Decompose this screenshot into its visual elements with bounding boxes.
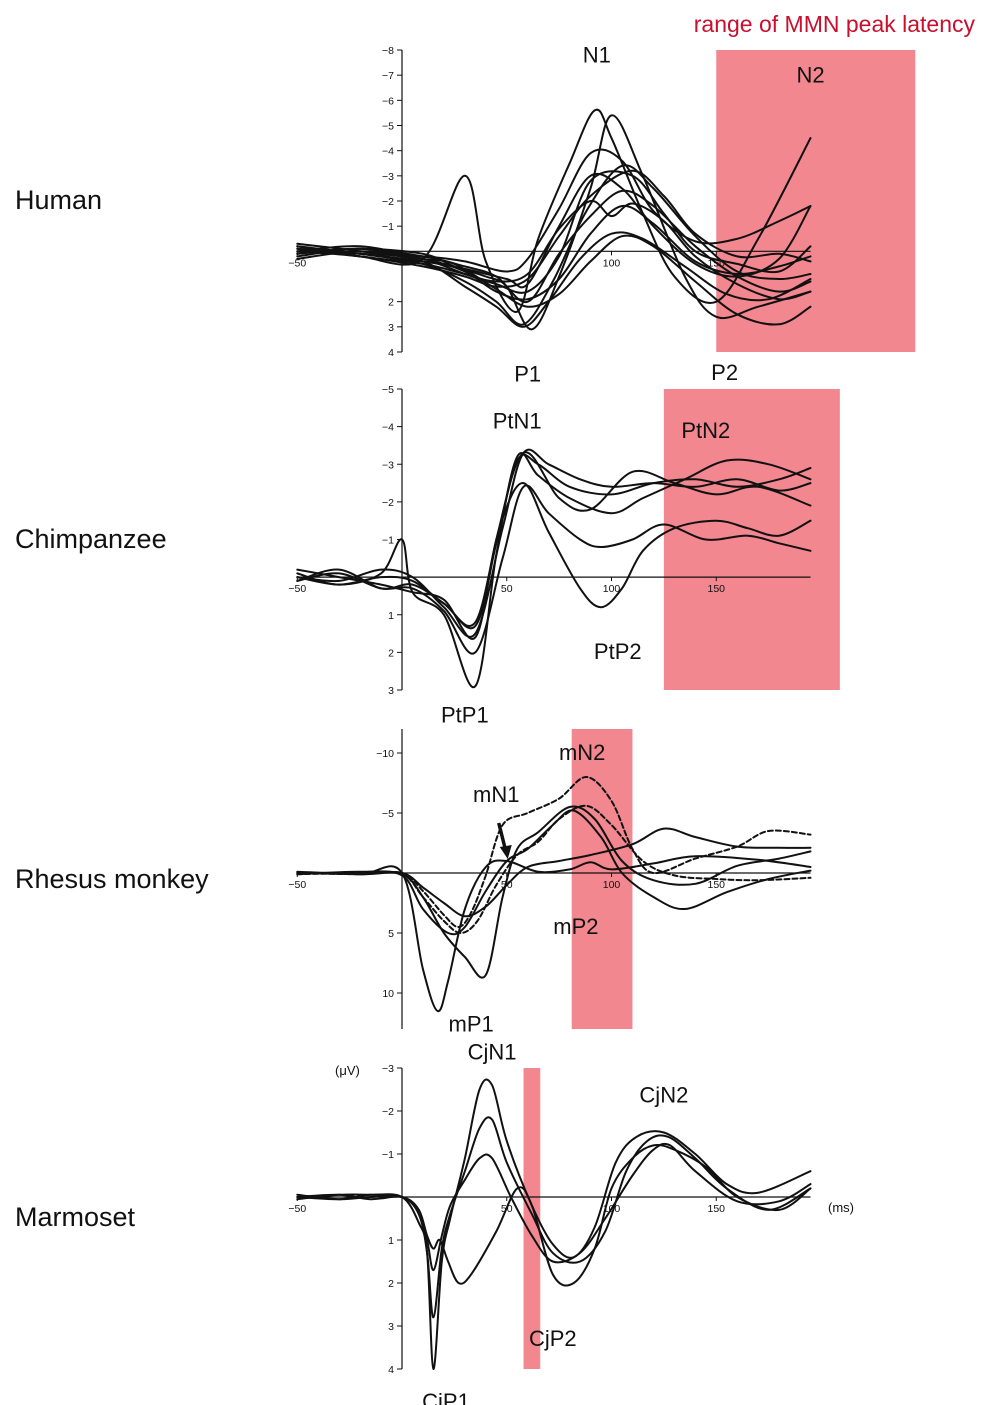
erp-trace <box>296 482 812 627</box>
erp-trace <box>296 108 812 313</box>
y-tick-label: −8 <box>382 45 394 57</box>
erp-trace <box>296 148 812 273</box>
y-tick-label: 4 <box>388 347 394 359</box>
y-tick-label: 2 <box>388 647 394 659</box>
y-tick-label: −6 <box>382 95 394 107</box>
erp-trace <box>296 172 812 289</box>
species-label-rhesus-monkey: Rhesus monkey <box>15 864 209 894</box>
y-tick-label: 1 <box>388 1235 394 1247</box>
peak-label: mN1 <box>473 782 519 807</box>
peak-label: N1 <box>583 43 611 68</box>
erp-trace <box>296 855 812 1013</box>
y-tick-label: −3 <box>382 459 394 471</box>
peak-label: mP2 <box>553 914 598 939</box>
y-tick-label: 10 <box>382 988 394 1000</box>
x-tick-label: 150 <box>707 1203 725 1215</box>
y-tick-label: 3 <box>388 685 394 697</box>
erp-trace <box>296 204 812 301</box>
x-tick-label: −50 <box>288 1203 306 1215</box>
panel-chimpanzee: Chimpanzee −5 −4 −3 −2 −1 1 2 3 −50 50 100 150 PtN1 P… <box>15 384 840 728</box>
peak-label: P1 <box>514 362 541 387</box>
x-tick-label: 100 <box>603 879 621 891</box>
erp-trace-dashed <box>296 775 812 928</box>
erp-trace <box>296 169 812 288</box>
y-tick-label: 1 <box>388 610 394 622</box>
y-tick-label: −2 <box>382 196 394 208</box>
peak-label: mP1 <box>449 1011 494 1036</box>
peak-label: mN2 <box>559 740 605 765</box>
y-tick-label: 3 <box>388 1321 394 1333</box>
y-tick-label: 4 <box>388 1364 394 1376</box>
peak-label: N2 <box>796 63 824 88</box>
y-tick-label: −2 <box>382 497 394 509</box>
y-tick-label: −3 <box>382 1063 394 1075</box>
erp-trace <box>296 484 812 655</box>
erp-trace <box>296 231 812 328</box>
y-tick-label: −5 <box>382 384 394 396</box>
peak-label: PtN1 <box>493 408 542 433</box>
peak-label: PtP1 <box>441 703 489 728</box>
x-tick-label: −50 <box>288 879 306 891</box>
erp-trace <box>296 199 812 301</box>
x-tick-label: 100 <box>603 583 621 595</box>
x-tick-label: 50 <box>501 583 513 595</box>
erp-trace <box>296 1078 812 1371</box>
y-unit-label: (μV) <box>335 1063 360 1078</box>
y-tick-label: −1 <box>382 535 394 547</box>
erp-trace <box>296 805 812 979</box>
mmn-latency-band <box>716 50 916 352</box>
figure-title: range of MMN peak latency <box>694 11 976 37</box>
peak-label: PtP2 <box>594 639 642 664</box>
y-tick-label: 2 <box>388 297 394 309</box>
y-tick-label: −1 <box>382 221 394 233</box>
y-tick-label: −4 <box>382 422 394 434</box>
peak-label: CjP1 <box>422 1389 470 1405</box>
y-tick-label: 2 <box>388 1278 394 1290</box>
mmn-latency-band <box>571 729 633 1029</box>
erp-trace <box>296 448 812 638</box>
x-unit-label: (ms) <box>828 1200 854 1215</box>
erp-trace <box>296 827 812 918</box>
x-tick-label: −50 <box>288 257 306 269</box>
y-tick-label: −2 <box>382 1106 394 1118</box>
peak-label: PtN2 <box>681 418 730 443</box>
erp-trace <box>296 1143 812 1287</box>
x-tick-label: 100 <box>603 257 621 269</box>
mmn-latency-band <box>523 1068 541 1369</box>
peak-label: P2 <box>711 360 738 385</box>
y-tick-label: −7 <box>382 70 394 82</box>
peak-label: CjN2 <box>639 1082 688 1107</box>
x-tick-label: 150 <box>707 583 725 595</box>
peak-label: CjP2 <box>529 1326 577 1351</box>
erp-trace <box>296 1116 812 1319</box>
erp-trace <box>296 809 812 936</box>
x-tick-label: −50 <box>288 583 306 595</box>
species-label-marmoset: Marmoset <box>15 1202 136 1232</box>
y-tick-label: −5 <box>382 121 394 133</box>
y-tick-label: −3 <box>382 171 394 183</box>
erp-trace-dashed <box>296 804 812 934</box>
y-tick-label: −4 <box>382 146 394 158</box>
mmn-latency-band <box>663 389 840 690</box>
y-tick-label: 5 <box>388 928 394 940</box>
y-tick-label: −10 <box>376 748 394 760</box>
peak-label: CjN1 <box>468 1039 517 1064</box>
x-tick-label: 150 <box>707 879 725 891</box>
species-label-human: Human <box>15 185 102 215</box>
y-tick-label: −1 <box>382 1149 394 1161</box>
erp-trace <box>296 1142 812 1272</box>
y-tick-label: −5 <box>382 808 394 820</box>
species-label-chimpanzee: Chimpanzee <box>15 524 167 554</box>
mn1-arrow <box>497 822 512 859</box>
y-tick-label: 3 <box>388 322 394 334</box>
